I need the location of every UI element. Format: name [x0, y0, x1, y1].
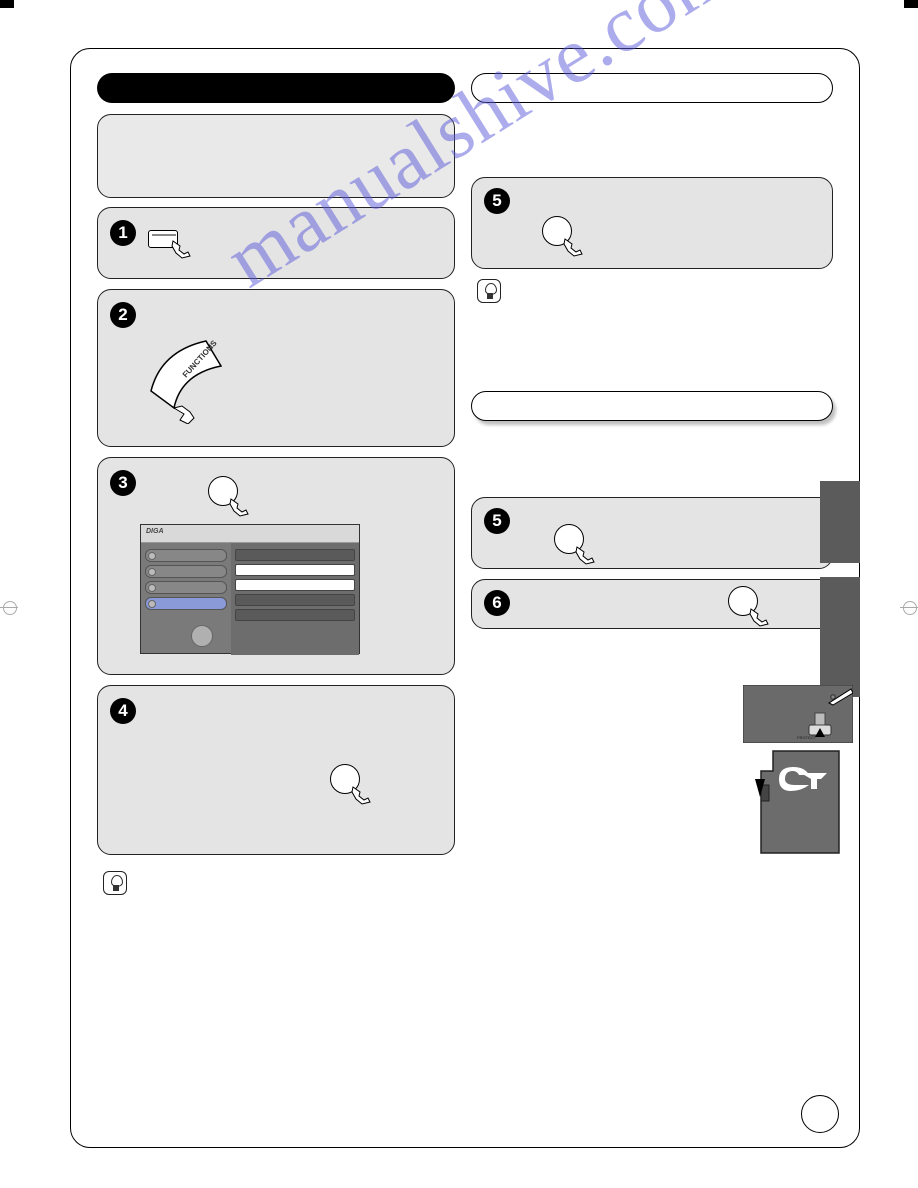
step-badge-1: 1: [110, 220, 136, 246]
crop-mark-top-left: [0, 0, 14, 8]
crop-mark-top-right: [904, 0, 918, 8]
sd-device-illustration: PROTECT: [743, 685, 853, 743]
step-badge-6: 6: [484, 590, 510, 616]
registration-mark-left: [0, 600, 18, 614]
nav-button-press: [208, 476, 248, 516]
step-badge-2: 2: [110, 302, 136, 328]
step-panel-3: 3 DIGA: [97, 457, 455, 675]
step-panel-1: 1: [97, 207, 455, 279]
hand-press-icon: [170, 238, 194, 260]
side-tab-1: [820, 481, 860, 563]
section-header-black: [97, 73, 455, 103]
step-panel-5b: 5: [471, 497, 833, 569]
tip-lightbulb-icon: [477, 279, 501, 303]
hand-press-icon: [748, 606, 772, 628]
section-header-outline-2: [471, 391, 833, 421]
sd-card-illustration: [755, 749, 843, 857]
nav-button-press: [542, 216, 582, 256]
side-tab-2: [820, 577, 860, 697]
section-header-outline-1: [471, 73, 833, 103]
nav-button-press: [330, 764, 370, 804]
intro-panel: [97, 114, 455, 198]
page-frame: 1 2 FUNCTIONS 3 DIGA: [70, 48, 860, 1148]
step-panel-6: 6: [471, 579, 833, 629]
step-badge-4: 4: [110, 698, 136, 724]
step-panel-4: 4: [97, 685, 455, 855]
screen-logo: DIGA: [141, 525, 359, 543]
step-badge-5a: 5: [484, 188, 510, 214]
step-panel-5a: 5: [471, 177, 833, 269]
svg-text:PROTECT: PROTECT: [797, 735, 817, 740]
onscreen-menu-mock: DIGA: [140, 524, 360, 654]
globe-icon: [191, 625, 213, 647]
registration-mark-right: [900, 600, 918, 614]
hand-press-icon: [228, 496, 252, 518]
tip-lightbulb-icon: [103, 871, 127, 895]
step-badge-3: 3: [110, 470, 136, 496]
nav-button-press: [554, 524, 594, 564]
functions-button-icon: FUNCTIONS: [146, 336, 236, 424]
nav-button-press: [728, 586, 768, 626]
hand-press-icon: [350, 784, 374, 806]
hand-press-icon: [574, 544, 598, 566]
page-number-circle: [801, 1095, 839, 1133]
step-panel-2: 2 FUNCTIONS: [97, 289, 455, 447]
step-badge-5b: 5: [484, 508, 510, 534]
hand-press-icon: [562, 236, 586, 258]
